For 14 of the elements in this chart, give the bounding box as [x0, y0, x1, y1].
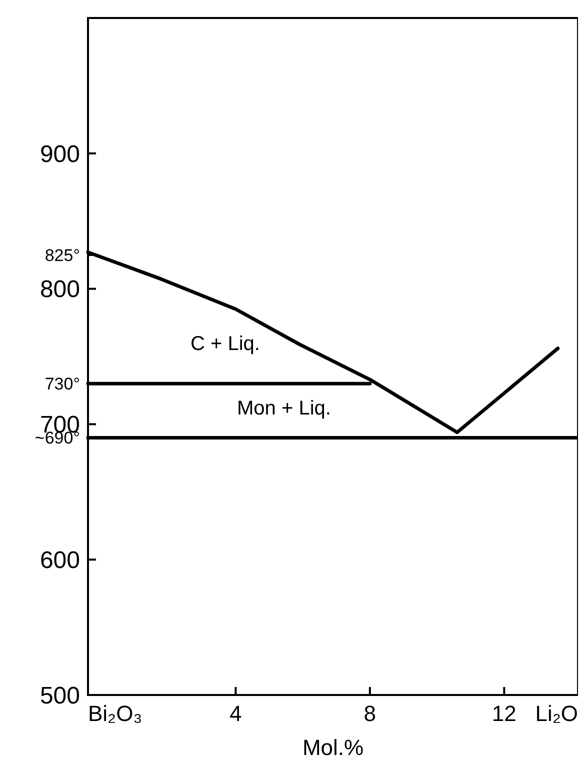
y-tick-label: 900 — [40, 140, 80, 168]
y-tick-label: 825° — [44, 246, 80, 265]
y-tick-label: 730° — [44, 374, 80, 394]
y-tick-label: 600 — [40, 547, 80, 574]
x-tick-label: Bi₂O₃ — [88, 701, 142, 726]
x-tick-label: 4 — [230, 701, 242, 726]
y-tick-label: 500 — [40, 682, 80, 710]
x-tick-label: Li₂O — [535, 701, 578, 726]
x-tick-label: 12 — [492, 701, 516, 726]
y-tick-label: 800 — [40, 276, 80, 304]
x-tick-label: 8 — [364, 701, 376, 726]
annotation: C + Liq. — [190, 332, 260, 355]
annotation: Mon + Liq. — [237, 397, 331, 420]
x-axis-title: Mol.% — [302, 735, 364, 760]
